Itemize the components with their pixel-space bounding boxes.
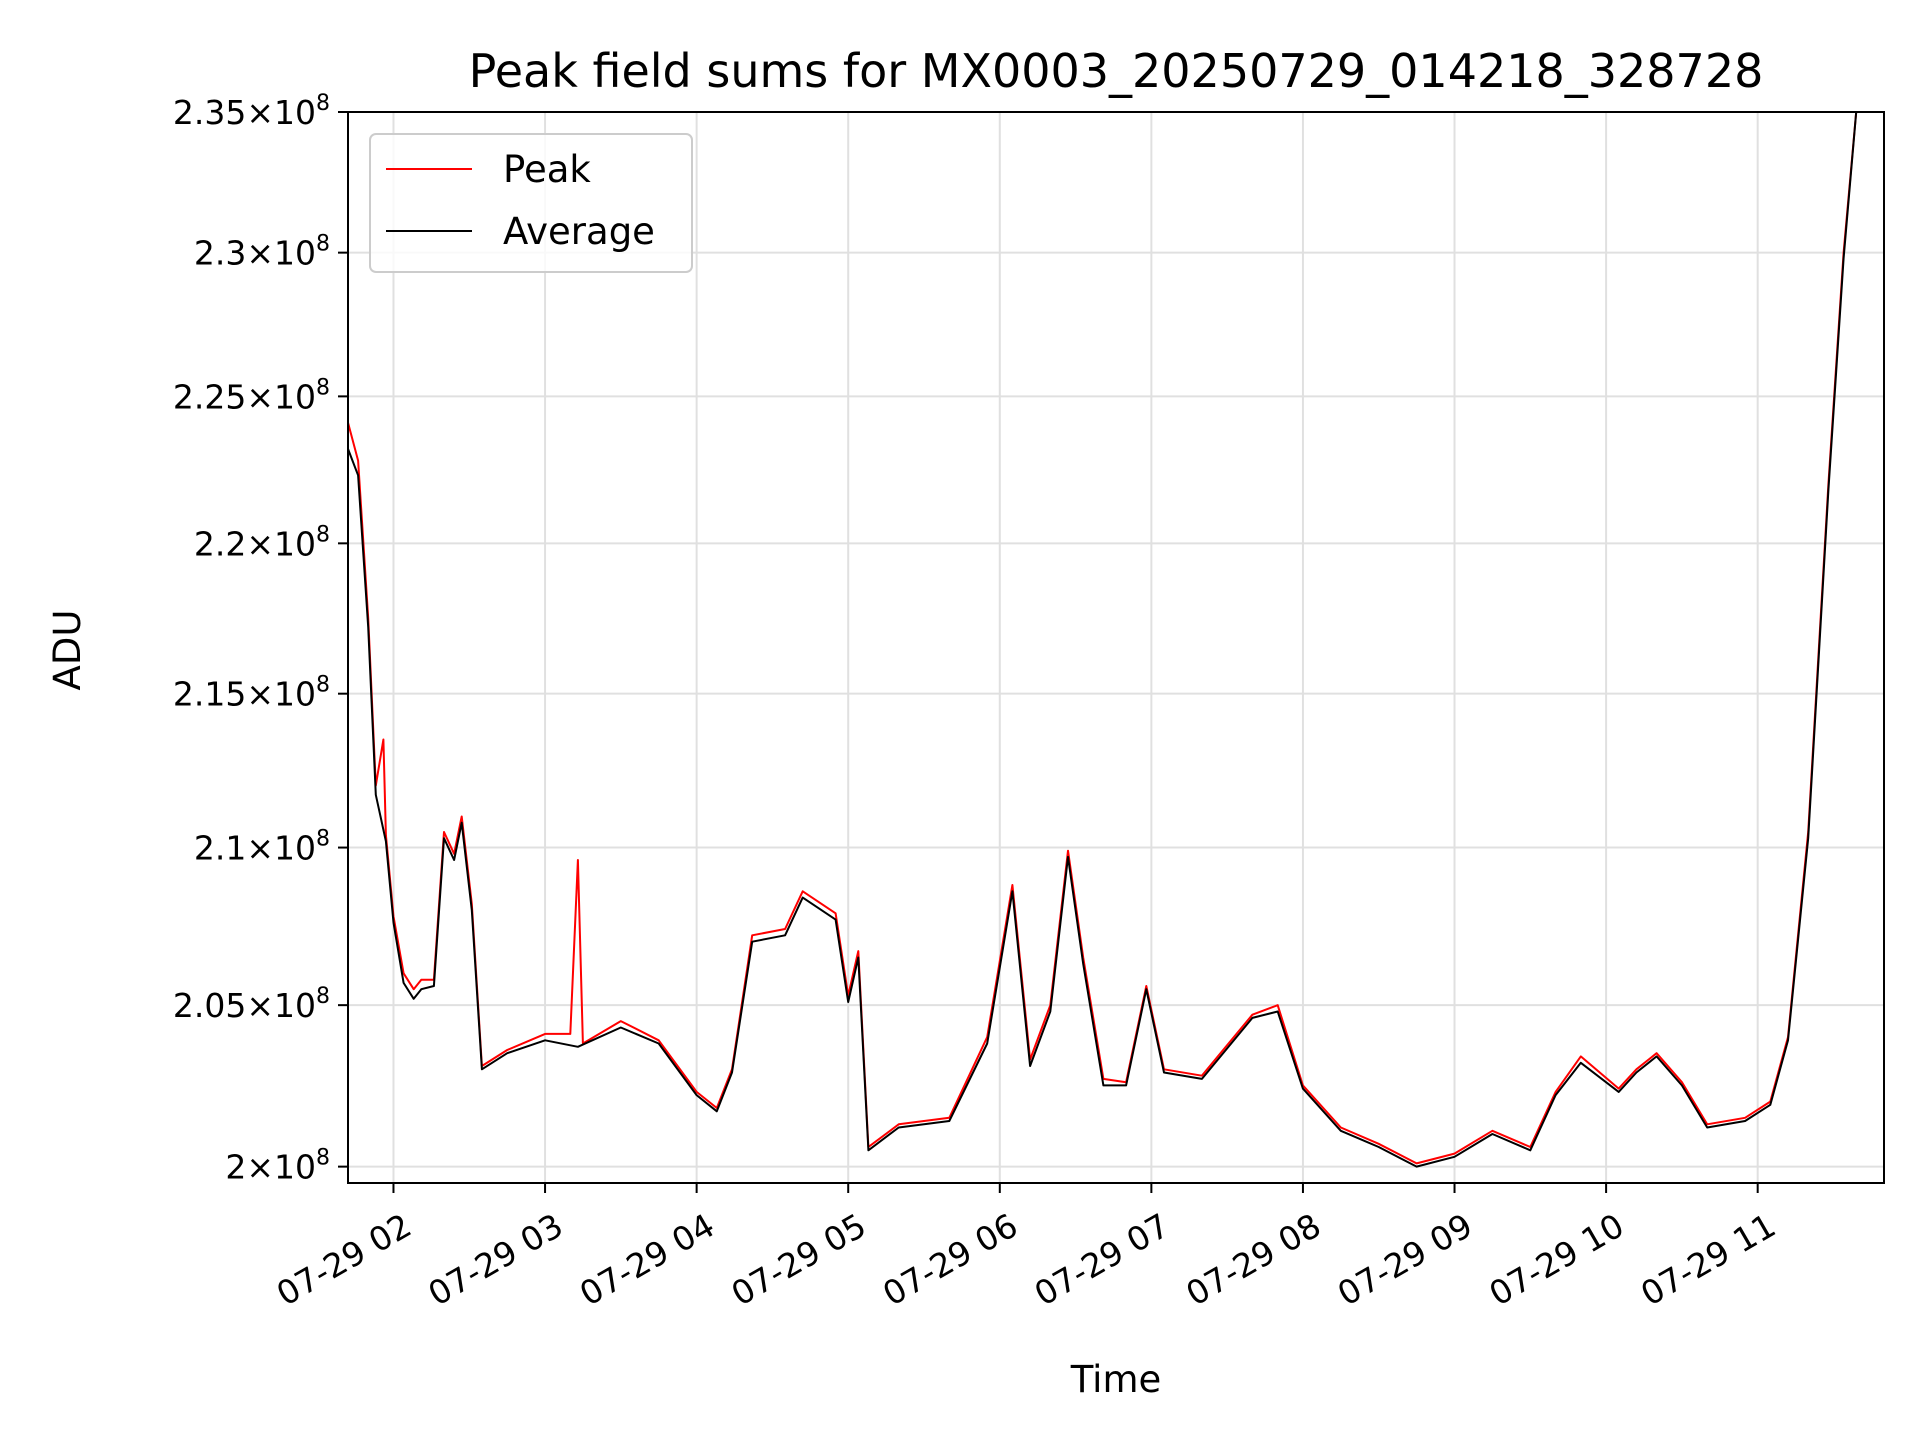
plot-area-frame — [347, 111, 1885, 1184]
y-tick-label: 2.3×108 — [194, 232, 330, 273]
y-tick-mantissa: 2 — [225, 1148, 246, 1187]
y-tick-times: ×10 — [246, 524, 316, 563]
svg-text:2.05×108: 2.05×108 — [173, 984, 330, 1025]
y-tick-mantissa: 2.35 — [173, 93, 246, 132]
y-tick-label: 2.2×108 — [194, 522, 330, 563]
y-tick-mantissa: 2.3 — [194, 234, 246, 273]
chart-title: Peak field sums for MX0003_20250729_0142… — [469, 44, 1764, 98]
y-axis-title: ADU — [46, 610, 89, 691]
y-tick-exponent: 8 — [316, 522, 330, 547]
y-tick-mantissa: 2.05 — [173, 986, 246, 1025]
y-axis: 2×1082.05×1082.1×1082.15×1082.2×1082.25×… — [173, 91, 348, 1187]
y-tick-exponent: 8 — [316, 232, 330, 257]
svg-text:2×108: 2×108 — [225, 1146, 330, 1187]
y-tick-mantissa: 2.25 — [173, 377, 246, 416]
y-tick-mantissa: 2.1 — [194, 829, 246, 868]
y-tick-label: 2.05×108 — [173, 984, 330, 1025]
y-tick-label: 2×108 — [225, 1146, 330, 1187]
y-tick-times: ×10 — [246, 1148, 316, 1187]
y-tick-times: ×10 — [246, 829, 316, 868]
y-tick-times: ×10 — [246, 675, 316, 714]
y-tick-exponent: 8 — [316, 1146, 330, 1171]
y-tick-times: ×10 — [246, 377, 316, 416]
x-axis-title: Time — [1070, 1358, 1162, 1401]
legend: Peak Average — [369, 133, 693, 273]
y-tick-exponent: 8 — [316, 827, 330, 852]
svg-text:2.2×108: 2.2×108 — [194, 522, 330, 563]
legend-label-average: Average — [503, 210, 655, 253]
svg-text:2.1×108: 2.1×108 — [194, 827, 330, 868]
y-tick-exponent: 8 — [316, 375, 330, 400]
y-tick-label: 2.15×108 — [173, 673, 330, 714]
legend-label-peak: Peak — [503, 148, 591, 191]
y-tick-mantissa: 2.15 — [173, 675, 246, 714]
y-tick-times: ×10 — [246, 234, 316, 273]
y-tick-times: ×10 — [246, 986, 316, 1025]
svg-text:2.35×108: 2.35×108 — [173, 91, 330, 132]
y-tick-label: 2.25×108 — [173, 375, 330, 416]
y-tick-exponent: 8 — [316, 984, 330, 1009]
svg-text:2.25×108: 2.25×108 — [173, 375, 330, 416]
y-tick-exponent: 8 — [316, 673, 330, 698]
series-line-peak — [348, 112, 1858, 1165]
svg-text:2.3×108: 2.3×108 — [194, 232, 330, 273]
y-tick-label: 2.35×108 — [173, 91, 330, 132]
y-tick-mantissa: 2.2 — [194, 524, 246, 563]
series-layer — [348, 112, 1858, 1168]
series-line-average — [348, 112, 1858, 1168]
svg-text:2.15×108: 2.15×108 — [173, 673, 330, 714]
y-tick-exponent: 8 — [316, 91, 330, 116]
y-tick-times: ×10 — [246, 93, 316, 132]
y-tick-label: 2.1×108 — [194, 827, 330, 868]
